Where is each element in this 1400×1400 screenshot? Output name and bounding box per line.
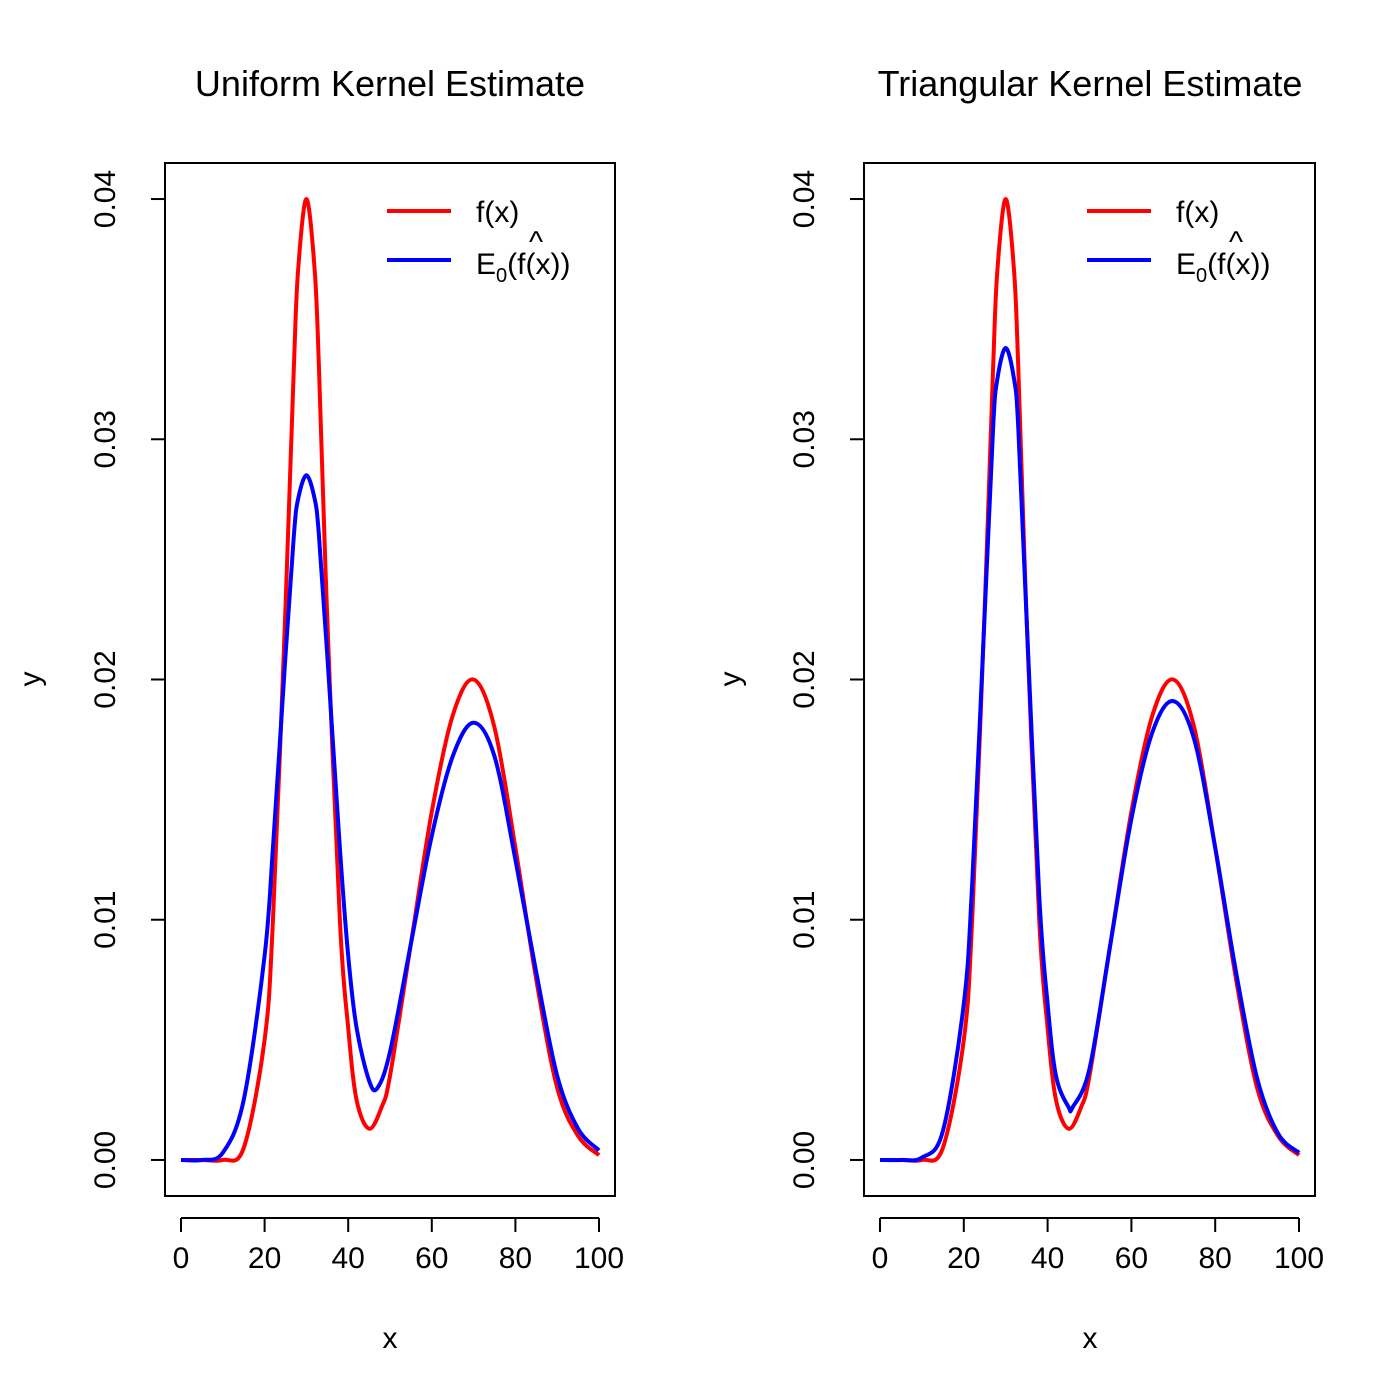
x-tick-label: 20: [947, 1242, 980, 1275]
legend-label-f: f(x): [476, 196, 519, 229]
x-tick-label: 20: [248, 1242, 281, 1275]
legend: f(x) E0(f(x)) ^: [387, 196, 570, 287]
y-axis: 0.00 0.01 0.02 0.03 0.04: [788, 170, 865, 1189]
y-tick-label: 0.00: [788, 1131, 821, 1189]
series-line-true-density: [181, 197, 601, 1163]
legend-label-e: E0(f(x)): [1176, 248, 1270, 287]
legend-label-e: E0(f(x)): [476, 248, 570, 287]
plot-lines: [879, 197, 1301, 1163]
legend-hat: ^: [529, 226, 543, 259]
chart-title: Uniform Kernel Estimate: [195, 63, 585, 104]
legend: f(x) E0(f(x)) ^: [1087, 196, 1270, 287]
series-line-kernel-expectation: [180, 473, 601, 1163]
y-axis: 0.00 0.01 0.02 0.03 0.04: [89, 170, 166, 1189]
panel-triangular: Triangular Kernel Estimate 0.000.010.020…: [714, 63, 1324, 1355]
x-axis-label: x: [1083, 1322, 1098, 1355]
x-tick-label: 40: [1031, 1242, 1064, 1275]
y-axis-label: y: [714, 672, 747, 687]
x-axis: 0 20 40 60 80 100: [872, 1217, 1324, 1275]
y-tick-label: 0.02: [89, 650, 122, 708]
y-tick-label: 0.04: [89, 170, 122, 228]
y-tick-label: 0.03: [788, 410, 821, 468]
y-tick-label: 0.02: [788, 650, 821, 708]
x-axis-label: x: [383, 1322, 398, 1355]
chart-title: Triangular Kernel Estimate: [878, 63, 1303, 104]
y-tick-label: 0.00: [89, 1131, 122, 1189]
x-tick-label: 60: [1115, 1242, 1148, 1275]
plot-lines: [180, 197, 601, 1163]
series-line-kernel-expectation: [879, 345, 1301, 1163]
x-tick-label: 60: [415, 1242, 448, 1275]
x-tick-label: 100: [574, 1242, 624, 1275]
y-tick-label: 0.03: [89, 410, 122, 468]
x-tick-label: 80: [1199, 1242, 1232, 1275]
legend-label-f: f(x): [1176, 196, 1219, 229]
x-tick-label: 100: [1274, 1242, 1324, 1275]
panel-uniform: Uniform Kernel Estimate 0.00 0.01 0.02 0.03…: [14, 63, 624, 1355]
y-tick-label: 0.01: [89, 891, 122, 949]
x-tick-label: 40: [332, 1242, 365, 1275]
x-tick-label: 0: [173, 1242, 190, 1275]
y-tick-label: 0.01: [788, 891, 821, 949]
y-axis-label: y: [14, 672, 47, 687]
y-tick-label: 0.04: [788, 170, 821, 228]
x-tick-label: 80: [499, 1242, 532, 1275]
x-axis: 0 20 40 60 80 100: [173, 1217, 624, 1275]
legend-hat: ^: [1229, 226, 1243, 259]
x-tick-label: 0: [872, 1242, 889, 1275]
series-line-true-density: [880, 197, 1301, 1163]
